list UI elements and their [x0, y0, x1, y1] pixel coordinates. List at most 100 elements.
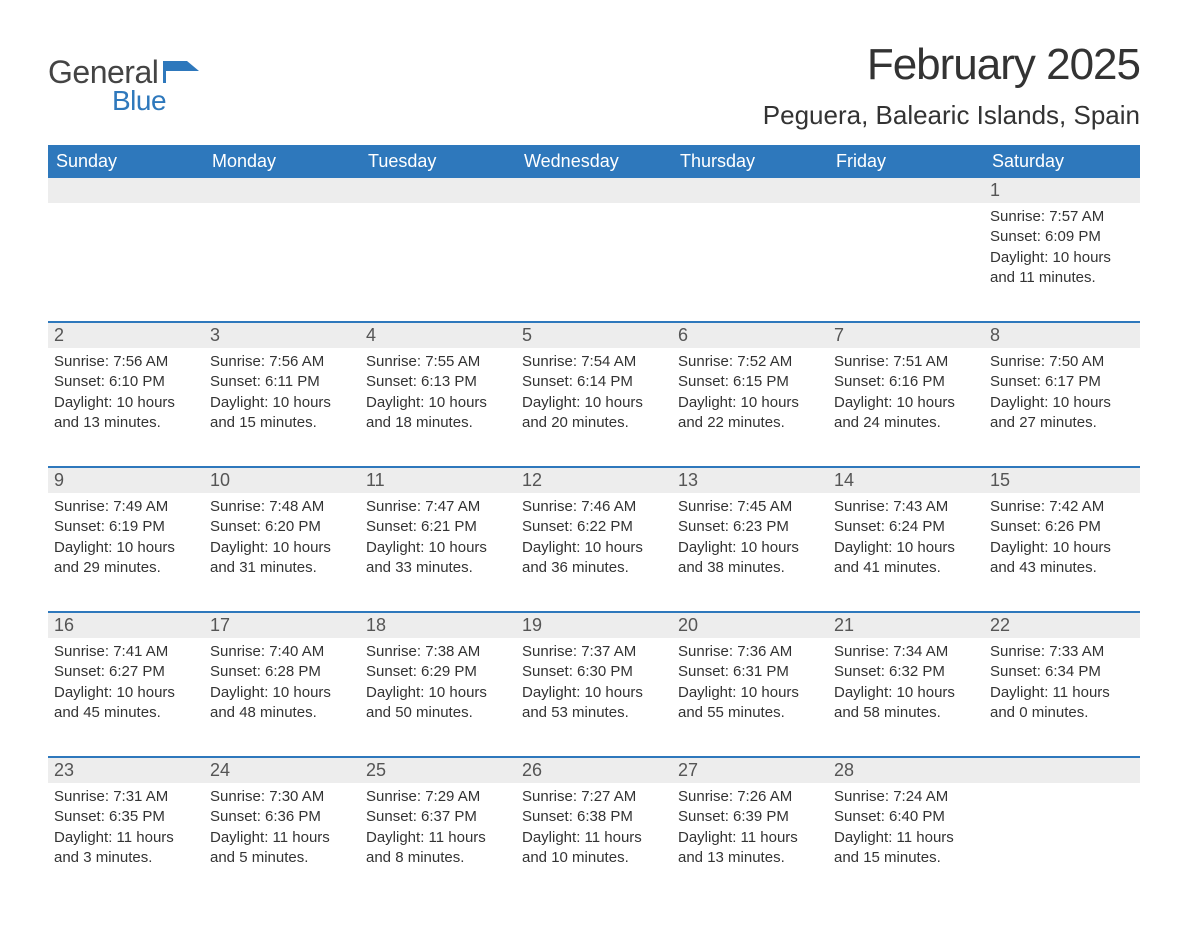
daynum-row: 16171819202122 [48, 613, 1140, 638]
day-number: 18 [360, 613, 516, 638]
sunset-text: Sunset: 6:20 PM [210, 517, 354, 537]
sunrise-text: Sunrise: 7:57 AM [990, 207, 1134, 227]
weekday-header-cell: Wednesday [516, 145, 672, 178]
daylight-text: Daylight: 10 hours and 24 minutes. [834, 393, 978, 434]
sunset-text: Sunset: 6:17 PM [990, 372, 1134, 392]
sunset-text: Sunset: 6:28 PM [210, 662, 354, 682]
day-cell: Sunrise: 7:46 AMSunset: 6:22 PMDaylight:… [516, 493, 672, 593]
daylight-text: Daylight: 10 hours and 33 minutes. [366, 538, 510, 579]
day-number [360, 178, 516, 203]
day-number: 4 [360, 323, 516, 348]
day-number [984, 758, 1140, 783]
sunrise-text: Sunrise: 7:50 AM [990, 352, 1134, 372]
sunrise-text: Sunrise: 7:54 AM [522, 352, 666, 372]
day-cell: Sunrise: 7:45 AMSunset: 6:23 PMDaylight:… [672, 493, 828, 593]
sunrise-text: Sunrise: 7:46 AM [522, 497, 666, 517]
sunset-text: Sunset: 6:37 PM [366, 807, 510, 827]
day-cell [672, 203, 828, 303]
sunrise-text: Sunrise: 7:36 AM [678, 642, 822, 662]
sunset-text: Sunset: 6:29 PM [366, 662, 510, 682]
calendar-week: 1Sunrise: 7:57 AMSunset: 6:09 PMDaylight… [48, 178, 1140, 303]
sunrise-text: Sunrise: 7:43 AM [834, 497, 978, 517]
day-cell: Sunrise: 7:56 AMSunset: 6:11 PMDaylight:… [204, 348, 360, 448]
day-number: 15 [984, 468, 1140, 493]
sunrise-text: Sunrise: 7:30 AM [210, 787, 354, 807]
daylight-text: Daylight: 10 hours and 41 minutes. [834, 538, 978, 579]
sunrise-text: Sunrise: 7:56 AM [54, 352, 198, 372]
day-cell [360, 203, 516, 303]
sunset-text: Sunset: 6:31 PM [678, 662, 822, 682]
sunset-text: Sunset: 6:40 PM [834, 807, 978, 827]
daylight-text: Daylight: 11 hours and 3 minutes. [54, 828, 198, 869]
daycontent-row: Sunrise: 7:41 AMSunset: 6:27 PMDaylight:… [48, 638, 1140, 738]
day-number: 5 [516, 323, 672, 348]
day-cell: Sunrise: 7:41 AMSunset: 6:27 PMDaylight:… [48, 638, 204, 738]
sunrise-text: Sunrise: 7:26 AM [678, 787, 822, 807]
sunrise-text: Sunrise: 7:37 AM [522, 642, 666, 662]
location-subtitle: Peguera, Balearic Islands, Spain [763, 100, 1140, 131]
sunset-text: Sunset: 6:34 PM [990, 662, 1134, 682]
day-number [828, 178, 984, 203]
sunset-text: Sunset: 6:19 PM [54, 517, 198, 537]
sunrise-text: Sunrise: 7:34 AM [834, 642, 978, 662]
sunset-text: Sunset: 6:11 PM [210, 372, 354, 392]
calendar-week: 9101112131415Sunrise: 7:49 AMSunset: 6:1… [48, 466, 1140, 593]
day-number: 12 [516, 468, 672, 493]
day-cell: Sunrise: 7:31 AMSunset: 6:35 PMDaylight:… [48, 783, 204, 883]
daycontent-row: Sunrise: 7:56 AMSunset: 6:10 PMDaylight:… [48, 348, 1140, 448]
day-number: 13 [672, 468, 828, 493]
sunset-text: Sunset: 6:13 PM [366, 372, 510, 392]
daylight-text: Daylight: 10 hours and 48 minutes. [210, 683, 354, 724]
sunset-text: Sunset: 6:35 PM [54, 807, 198, 827]
weekday-header-cell: Monday [204, 145, 360, 178]
day-cell: Sunrise: 7:43 AMSunset: 6:24 PMDaylight:… [828, 493, 984, 593]
daylight-text: Daylight: 11 hours and 5 minutes. [210, 828, 354, 869]
calendar-grid: Sunday Monday Tuesday Wednesday Thursday… [48, 145, 1140, 883]
daylight-text: Daylight: 10 hours and 22 minutes. [678, 393, 822, 434]
weekday-header-cell: Tuesday [360, 145, 516, 178]
sunrise-text: Sunrise: 7:42 AM [990, 497, 1134, 517]
day-cell: Sunrise: 7:30 AMSunset: 6:36 PMDaylight:… [204, 783, 360, 883]
daylight-text: Daylight: 10 hours and 50 minutes. [366, 683, 510, 724]
day-cell [48, 203, 204, 303]
day-number: 6 [672, 323, 828, 348]
sunrise-text: Sunrise: 7:51 AM [834, 352, 978, 372]
daycontent-row: Sunrise: 7:57 AMSunset: 6:09 PMDaylight:… [48, 203, 1140, 303]
day-cell: Sunrise: 7:33 AMSunset: 6:34 PMDaylight:… [984, 638, 1140, 738]
day-cell: Sunrise: 7:27 AMSunset: 6:38 PMDaylight:… [516, 783, 672, 883]
weekday-header-cell: Saturday [984, 145, 1140, 178]
calendar-week: 232425262728Sunrise: 7:31 AMSunset: 6:35… [48, 756, 1140, 883]
day-number: 17 [204, 613, 360, 638]
sunset-text: Sunset: 6:09 PM [990, 227, 1134, 247]
day-number [516, 178, 672, 203]
daylight-text: Daylight: 10 hours and 13 minutes. [54, 393, 198, 434]
day-number: 28 [828, 758, 984, 783]
sunset-text: Sunset: 6:24 PM [834, 517, 978, 537]
sunset-text: Sunset: 6:21 PM [366, 517, 510, 537]
sunset-text: Sunset: 6:36 PM [210, 807, 354, 827]
calendar-week: 2345678Sunrise: 7:56 AMSunset: 6:10 PMDa… [48, 321, 1140, 448]
sunset-text: Sunset: 6:22 PM [522, 517, 666, 537]
weekday-header-row: Sunday Monday Tuesday Wednesday Thursday… [48, 145, 1140, 178]
day-number: 9 [48, 468, 204, 493]
page-header: General Blue February 2025 Peguera, Bale… [48, 40, 1140, 131]
sunset-text: Sunset: 6:14 PM [522, 372, 666, 392]
daylight-text: Daylight: 10 hours and 29 minutes. [54, 538, 198, 579]
day-cell [828, 203, 984, 303]
day-cell [204, 203, 360, 303]
sunset-text: Sunset: 6:39 PM [678, 807, 822, 827]
sunrise-text: Sunrise: 7:45 AM [678, 497, 822, 517]
sunrise-text: Sunrise: 7:33 AM [990, 642, 1134, 662]
daynum-row: 232425262728 [48, 758, 1140, 783]
day-number: 8 [984, 323, 1140, 348]
day-cell: Sunrise: 7:51 AMSunset: 6:16 PMDaylight:… [828, 348, 984, 448]
logo-text-block: General Blue [48, 54, 205, 117]
sunset-text: Sunset: 6:38 PM [522, 807, 666, 827]
sunset-text: Sunset: 6:27 PM [54, 662, 198, 682]
day-number: 23 [48, 758, 204, 783]
daylight-text: Daylight: 11 hours and 13 minutes. [678, 828, 822, 869]
day-number [672, 178, 828, 203]
sunrise-text: Sunrise: 7:31 AM [54, 787, 198, 807]
day-cell: Sunrise: 7:47 AMSunset: 6:21 PMDaylight:… [360, 493, 516, 593]
logo-word-blue: Blue [112, 85, 205, 117]
